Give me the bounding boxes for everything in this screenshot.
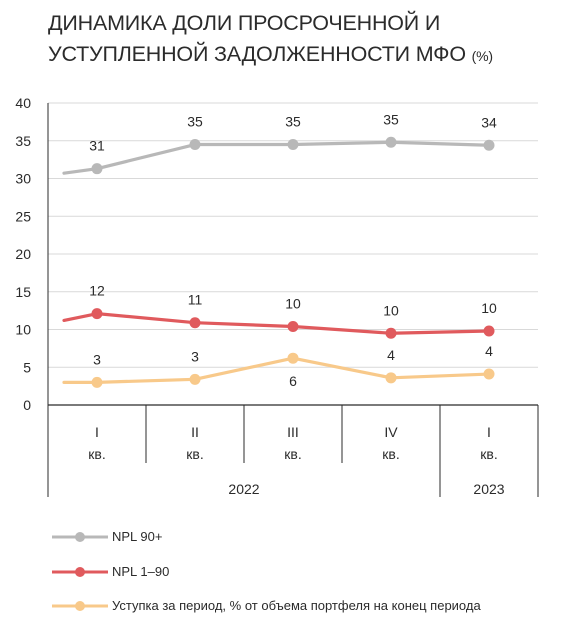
series-0-data-label-1: 35 [187,114,203,130]
series-2-point-2 [287,352,299,364]
legend-label-npl-90: NPL 90+ [112,529,163,544]
series-0-data-label-3: 35 [383,111,399,127]
series-2-data-label-3: 4 [387,347,395,363]
x-tick-label-0-1: кв. [88,446,105,462]
series-line-0 [62,140,491,175]
series-2-data-label-1: 3 [191,348,199,364]
y-tick-label-25: 25 [15,208,31,224]
legend-label-npl-1-90: NPL 1–90 [112,564,170,579]
x-tick-label-3-0: IV [384,424,398,440]
series-1-data-label-1: 11 [188,292,203,308]
x-tick-label-3-1: кв. [382,446,399,462]
y-tick-label-10: 10 [15,322,31,338]
series-1-point-1 [189,317,201,329]
series-1-point-3 [385,327,397,339]
y-tick-label-0: 0 [23,397,31,413]
y-tick-label-20: 20 [15,246,31,262]
series-2-data-label-4: 4 [485,343,493,359]
series-1-point-4 [483,325,495,337]
series-line-1 [62,312,491,335]
series-0-point-2 [287,139,299,151]
x-tick-label-1-0: II [191,424,199,440]
legend-label-assignment: Уступка за период, % от объема портфеля … [112,598,481,613]
series-0-point-3 [385,136,397,148]
chart-title-text: ДИНАМИКА ДОЛИ ПРОСРОЧЕННОЙ И УСТУПЛЕННОЙ… [48,11,466,66]
chart-title-unit: (%) [471,48,493,64]
series-0-data-label-0: 31 [89,138,105,154]
y-tick-label-40: 40 [15,95,31,111]
series-1-data-label-4: 10 [481,300,497,316]
series-2-data-label-2: 6 [289,373,297,389]
series-1-point-0 [91,308,103,320]
series-1-data-label-0: 12 [89,283,105,299]
legend-swatch-npl-90 [52,532,108,542]
y-tick-label-5: 5 [23,359,31,375]
chart-title: ДИНАМИКА ДОЛИ ПРОСРОЧЕННОЙ И УСТУПЛЕННОЙ… [48,8,558,72]
y-tick-label-15: 15 [15,284,31,300]
series-1-point-2 [287,320,299,332]
series-2-data-label-0: 3 [93,351,101,367]
x-tick-label-2-0: III [287,424,299,440]
series-0-data-label-2: 35 [285,114,301,130]
y-tick-label-35: 35 [15,133,31,149]
legend-swatch-npl-1-90 [52,567,108,577]
series-0-point-1 [189,139,201,151]
x-tick-label-4-1: кв. [480,446,497,462]
year-label-2023: 2023 [473,481,504,497]
series-0-data-label-4: 34 [481,114,497,130]
series-2-point-4 [483,368,495,380]
series-0-point-4 [483,139,495,151]
series-1-data-label-2: 10 [285,295,301,311]
series-line-2 [62,356,491,384]
x-tick-label-2-1: кв. [284,446,301,462]
series-2-point-3 [385,372,397,384]
legend-swatch-assignment [52,601,108,611]
x-tick-label-0-0: I [95,424,99,440]
series-2-point-1 [189,373,201,385]
x-tick-label-1-1: кв. [186,446,203,462]
y-tick-label-30: 30 [15,171,31,187]
x-tick-label-4-0: I [487,424,491,440]
year-label-2022: 2022 [228,481,259,497]
series-1-data-label-3: 10 [383,302,399,318]
series-2-point-0 [91,376,103,388]
series-0-point-0 [91,163,103,175]
